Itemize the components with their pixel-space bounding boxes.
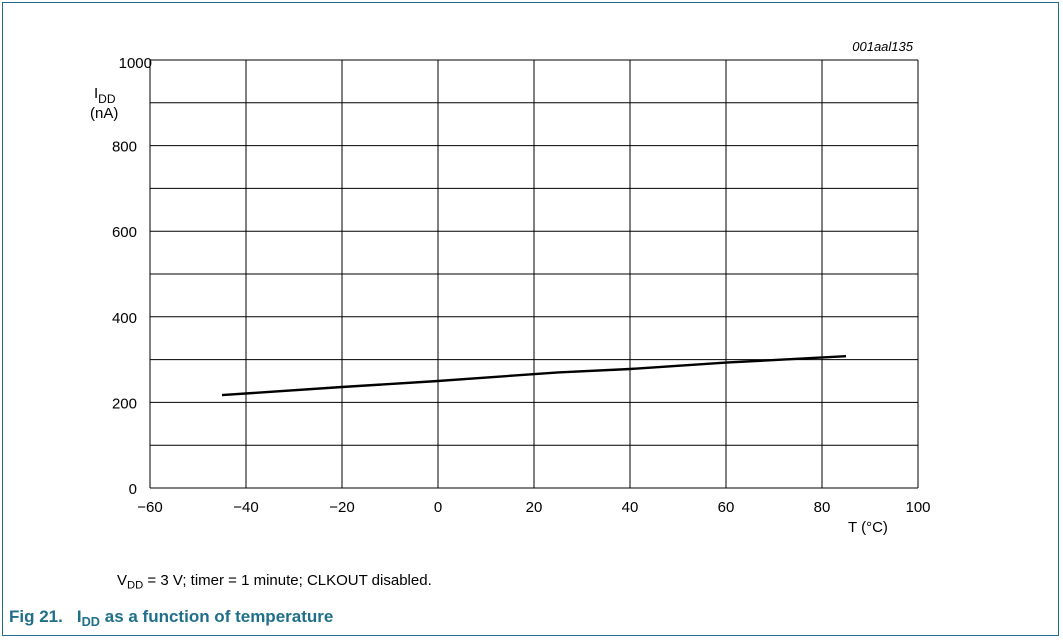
y-tick-label: 0 (129, 481, 137, 498)
chart-grid (149, 59, 919, 489)
y-tick-label: 600 (112, 224, 137, 241)
x-tick-label: −40 (233, 499, 258, 516)
y-tick-label: 800 (112, 139, 137, 156)
y-tick-label: 200 (112, 395, 137, 412)
x-tick-label: 20 (526, 499, 543, 516)
y-tick-label-1000: 1000 (119, 55, 152, 72)
x-tick-label: 80 (814, 499, 831, 516)
figure-code: 001aal135 (852, 39, 913, 54)
figure-caption: Fig 21. IDD as a function of temperature (9, 607, 334, 629)
condition-note: VDD = 3 V; timer = 1 minute; CLKOUT disa… (117, 572, 432, 592)
y-axis-unit: (nA) (90, 105, 118, 122)
y-tick-label: 400 (112, 310, 137, 327)
x-tick-label: 100 (905, 499, 930, 516)
x-axis-label: T (°C) (848, 519, 888, 536)
chart-series (221, 355, 847, 397)
figure-number: Fig 21. (9, 607, 63, 626)
x-tick-label: 60 (718, 499, 735, 516)
series-line (221, 355, 847, 397)
x-tick-label: 40 (622, 499, 639, 516)
x-tick-label: −60 (137, 499, 162, 516)
x-tick-label: 0 (434, 499, 442, 516)
x-tick-label: −20 (329, 499, 354, 516)
chart-tick-labels: 0 200 400 600 800 −60 −40 −20 0 20 40 60 80 100 (112, 139, 931, 516)
y-axis-label: IDD (94, 85, 116, 106)
